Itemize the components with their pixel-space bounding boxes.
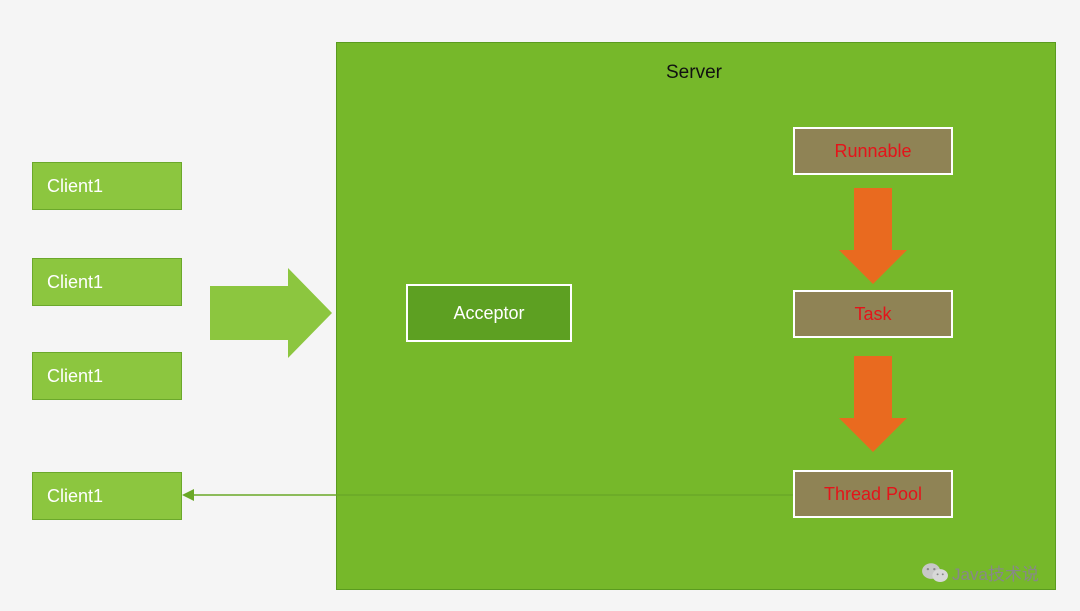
arrow-clients-to-server: [210, 268, 332, 358]
client-label: Client1: [47, 486, 103, 507]
task-label: Task: [854, 304, 891, 325]
runnable-box: Runnable: [793, 127, 953, 175]
runnable-label: Runnable: [834, 141, 911, 162]
task-box: Task: [793, 290, 953, 338]
client-label: Client1: [47, 366, 103, 387]
threadpool-label: Thread Pool: [824, 484, 922, 505]
threadpool-box: Thread Pool: [793, 470, 953, 518]
acceptor-box: Acceptor: [406, 284, 572, 342]
client-box-3: Client1: [32, 352, 182, 400]
watermark-text: Java技术说: [952, 560, 1039, 585]
arrow-return-line: [180, 485, 799, 505]
watermark: Java技术说: [922, 560, 1039, 585]
wechat-icon: [922, 562, 948, 584]
server-title: Server: [666, 62, 722, 84]
arrow-task-to-threadpool: [839, 356, 907, 452]
acceptor-label: Acceptor: [453, 303, 524, 324]
client-box-4: Client1: [32, 472, 182, 520]
client-label: Client1: [47, 272, 103, 293]
arrow-acceptor-to-task: [590, 290, 776, 368]
client-label: Client1: [47, 176, 103, 197]
client-box-2: Client1: [32, 258, 182, 306]
arrow-runnable-to-task: [839, 188, 907, 284]
client-box-1: Client1: [32, 162, 182, 210]
